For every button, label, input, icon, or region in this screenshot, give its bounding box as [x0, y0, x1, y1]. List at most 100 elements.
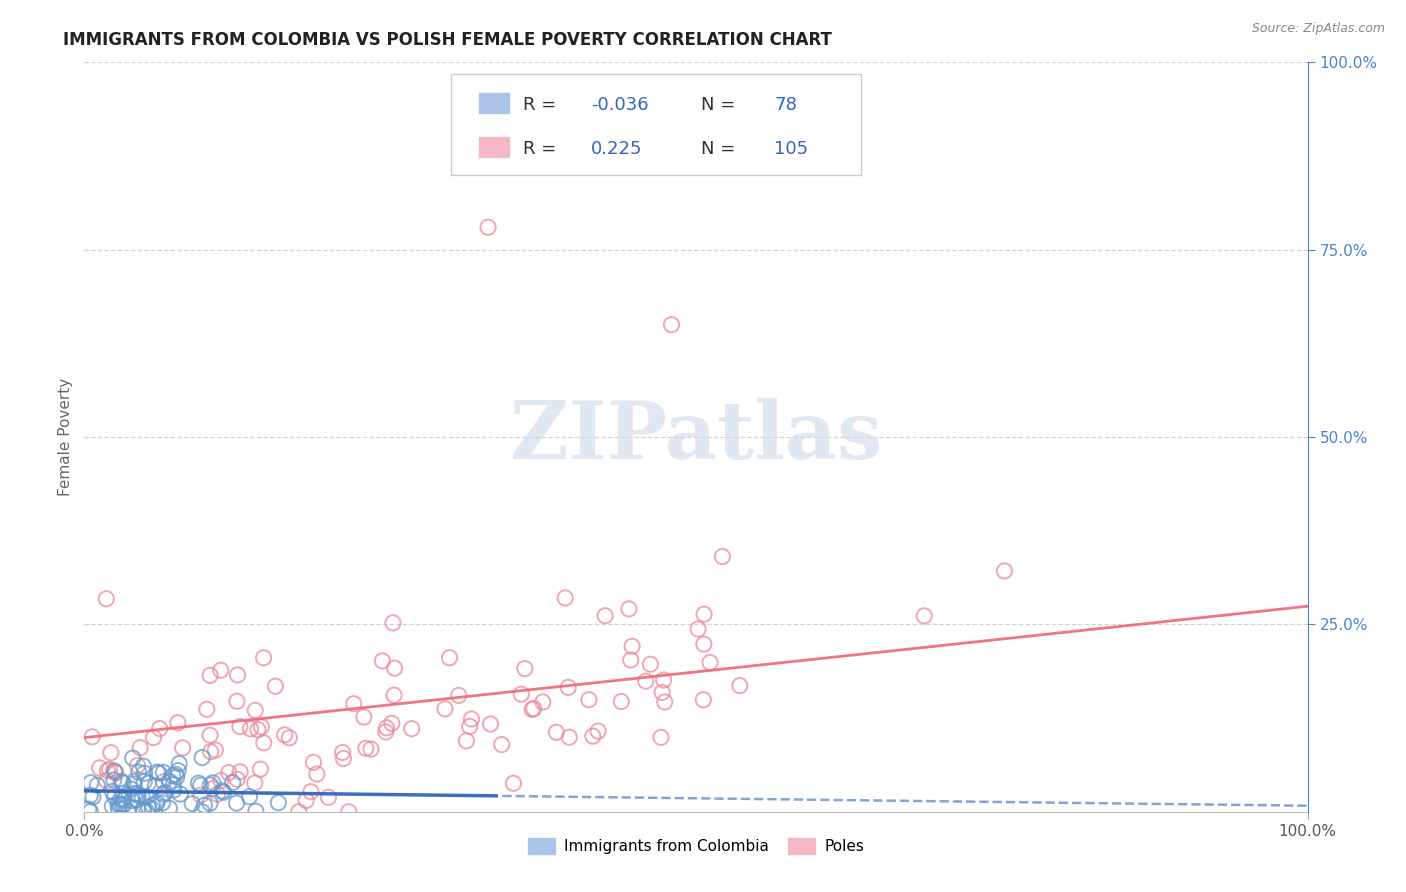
Point — [111, 797, 134, 812]
Point — [125, 793, 148, 807]
Point — [134, 774, 156, 789]
Point — [166, 715, 188, 730]
Point — [141, 798, 163, 813]
Text: N =: N = — [700, 140, 741, 158]
Point — [127, 787, 149, 801]
Point — [381, 716, 404, 731]
Point — [82, 789, 104, 804]
Point — [264, 679, 287, 693]
Point — [96, 591, 118, 606]
Point — [169, 787, 191, 801]
Point — [143, 779, 166, 793]
Point — [201, 781, 224, 796]
Point — [238, 789, 260, 804]
Point — [112, 776, 135, 790]
Point — [132, 805, 155, 819]
Point — [77, 802, 100, 816]
Point — [209, 773, 232, 788]
Point — [381, 615, 404, 630]
Point — [688, 622, 710, 636]
Point — [226, 668, 249, 682]
Point — [222, 775, 245, 789]
Point — [267, 796, 290, 810]
Point — [79, 789, 101, 803]
Point — [122, 777, 145, 791]
Point — [111, 793, 134, 807]
Point — [209, 663, 232, 677]
Point — [491, 738, 513, 752]
Point — [132, 759, 155, 773]
Point — [82, 730, 104, 744]
Point — [152, 774, 174, 789]
Text: 78: 78 — [775, 96, 797, 114]
Point — [112, 786, 135, 800]
Point — [447, 689, 470, 703]
Point — [129, 740, 152, 755]
Point — [332, 745, 354, 759]
Point — [142, 731, 165, 745]
Point — [112, 797, 135, 812]
Point — [136, 805, 159, 819]
Point — [190, 788, 212, 802]
Point — [117, 805, 139, 819]
Point — [617, 602, 640, 616]
Point — [993, 564, 1015, 578]
Point — [728, 679, 751, 693]
Point — [165, 767, 187, 781]
Text: N =: N = — [700, 96, 741, 114]
Point — [401, 722, 423, 736]
Point — [152, 796, 174, 810]
Point — [243, 776, 266, 790]
Point — [128, 765, 150, 780]
Point — [198, 728, 221, 742]
Point — [295, 793, 318, 807]
Point — [554, 591, 576, 605]
Point — [193, 798, 215, 813]
Point — [89, 761, 111, 775]
Point — [152, 787, 174, 801]
Point — [104, 765, 127, 780]
Point — [110, 774, 132, 789]
Point — [120, 782, 142, 797]
Point — [96, 773, 118, 788]
Point — [134, 766, 156, 780]
Point — [100, 746, 122, 760]
Point — [166, 770, 188, 784]
Point — [456, 734, 478, 748]
Point — [654, 695, 676, 709]
Point — [108, 797, 131, 812]
Point — [278, 731, 301, 745]
Point — [661, 318, 683, 332]
Point — [132, 802, 155, 816]
Point — [652, 673, 675, 687]
Point — [578, 692, 600, 706]
Point — [343, 697, 366, 711]
Legend: Immigrants from Colombia, Poles: Immigrants from Colombia, Poles — [522, 831, 870, 860]
Point — [621, 640, 644, 654]
Point — [360, 742, 382, 756]
Point — [229, 720, 252, 734]
Point — [318, 790, 340, 805]
Point — [353, 710, 375, 724]
Point — [252, 650, 274, 665]
Point — [558, 730, 581, 744]
Point — [101, 784, 124, 798]
Point — [634, 674, 657, 689]
Point — [523, 701, 546, 715]
Point — [148, 766, 170, 780]
Point — [225, 694, 247, 708]
Point — [138, 800, 160, 814]
Text: ZIPatlas: ZIPatlas — [510, 398, 882, 476]
Point — [200, 778, 222, 792]
Point — [191, 805, 214, 819]
Point — [159, 774, 181, 789]
Point — [651, 685, 673, 699]
Y-axis label: Female Poverty: Female Poverty — [58, 378, 73, 496]
Point — [211, 784, 233, 798]
Text: 105: 105 — [775, 140, 808, 158]
Point — [163, 783, 186, 797]
Point — [371, 654, 394, 668]
Point — [384, 661, 406, 675]
Point — [510, 687, 533, 701]
Point — [693, 607, 716, 622]
